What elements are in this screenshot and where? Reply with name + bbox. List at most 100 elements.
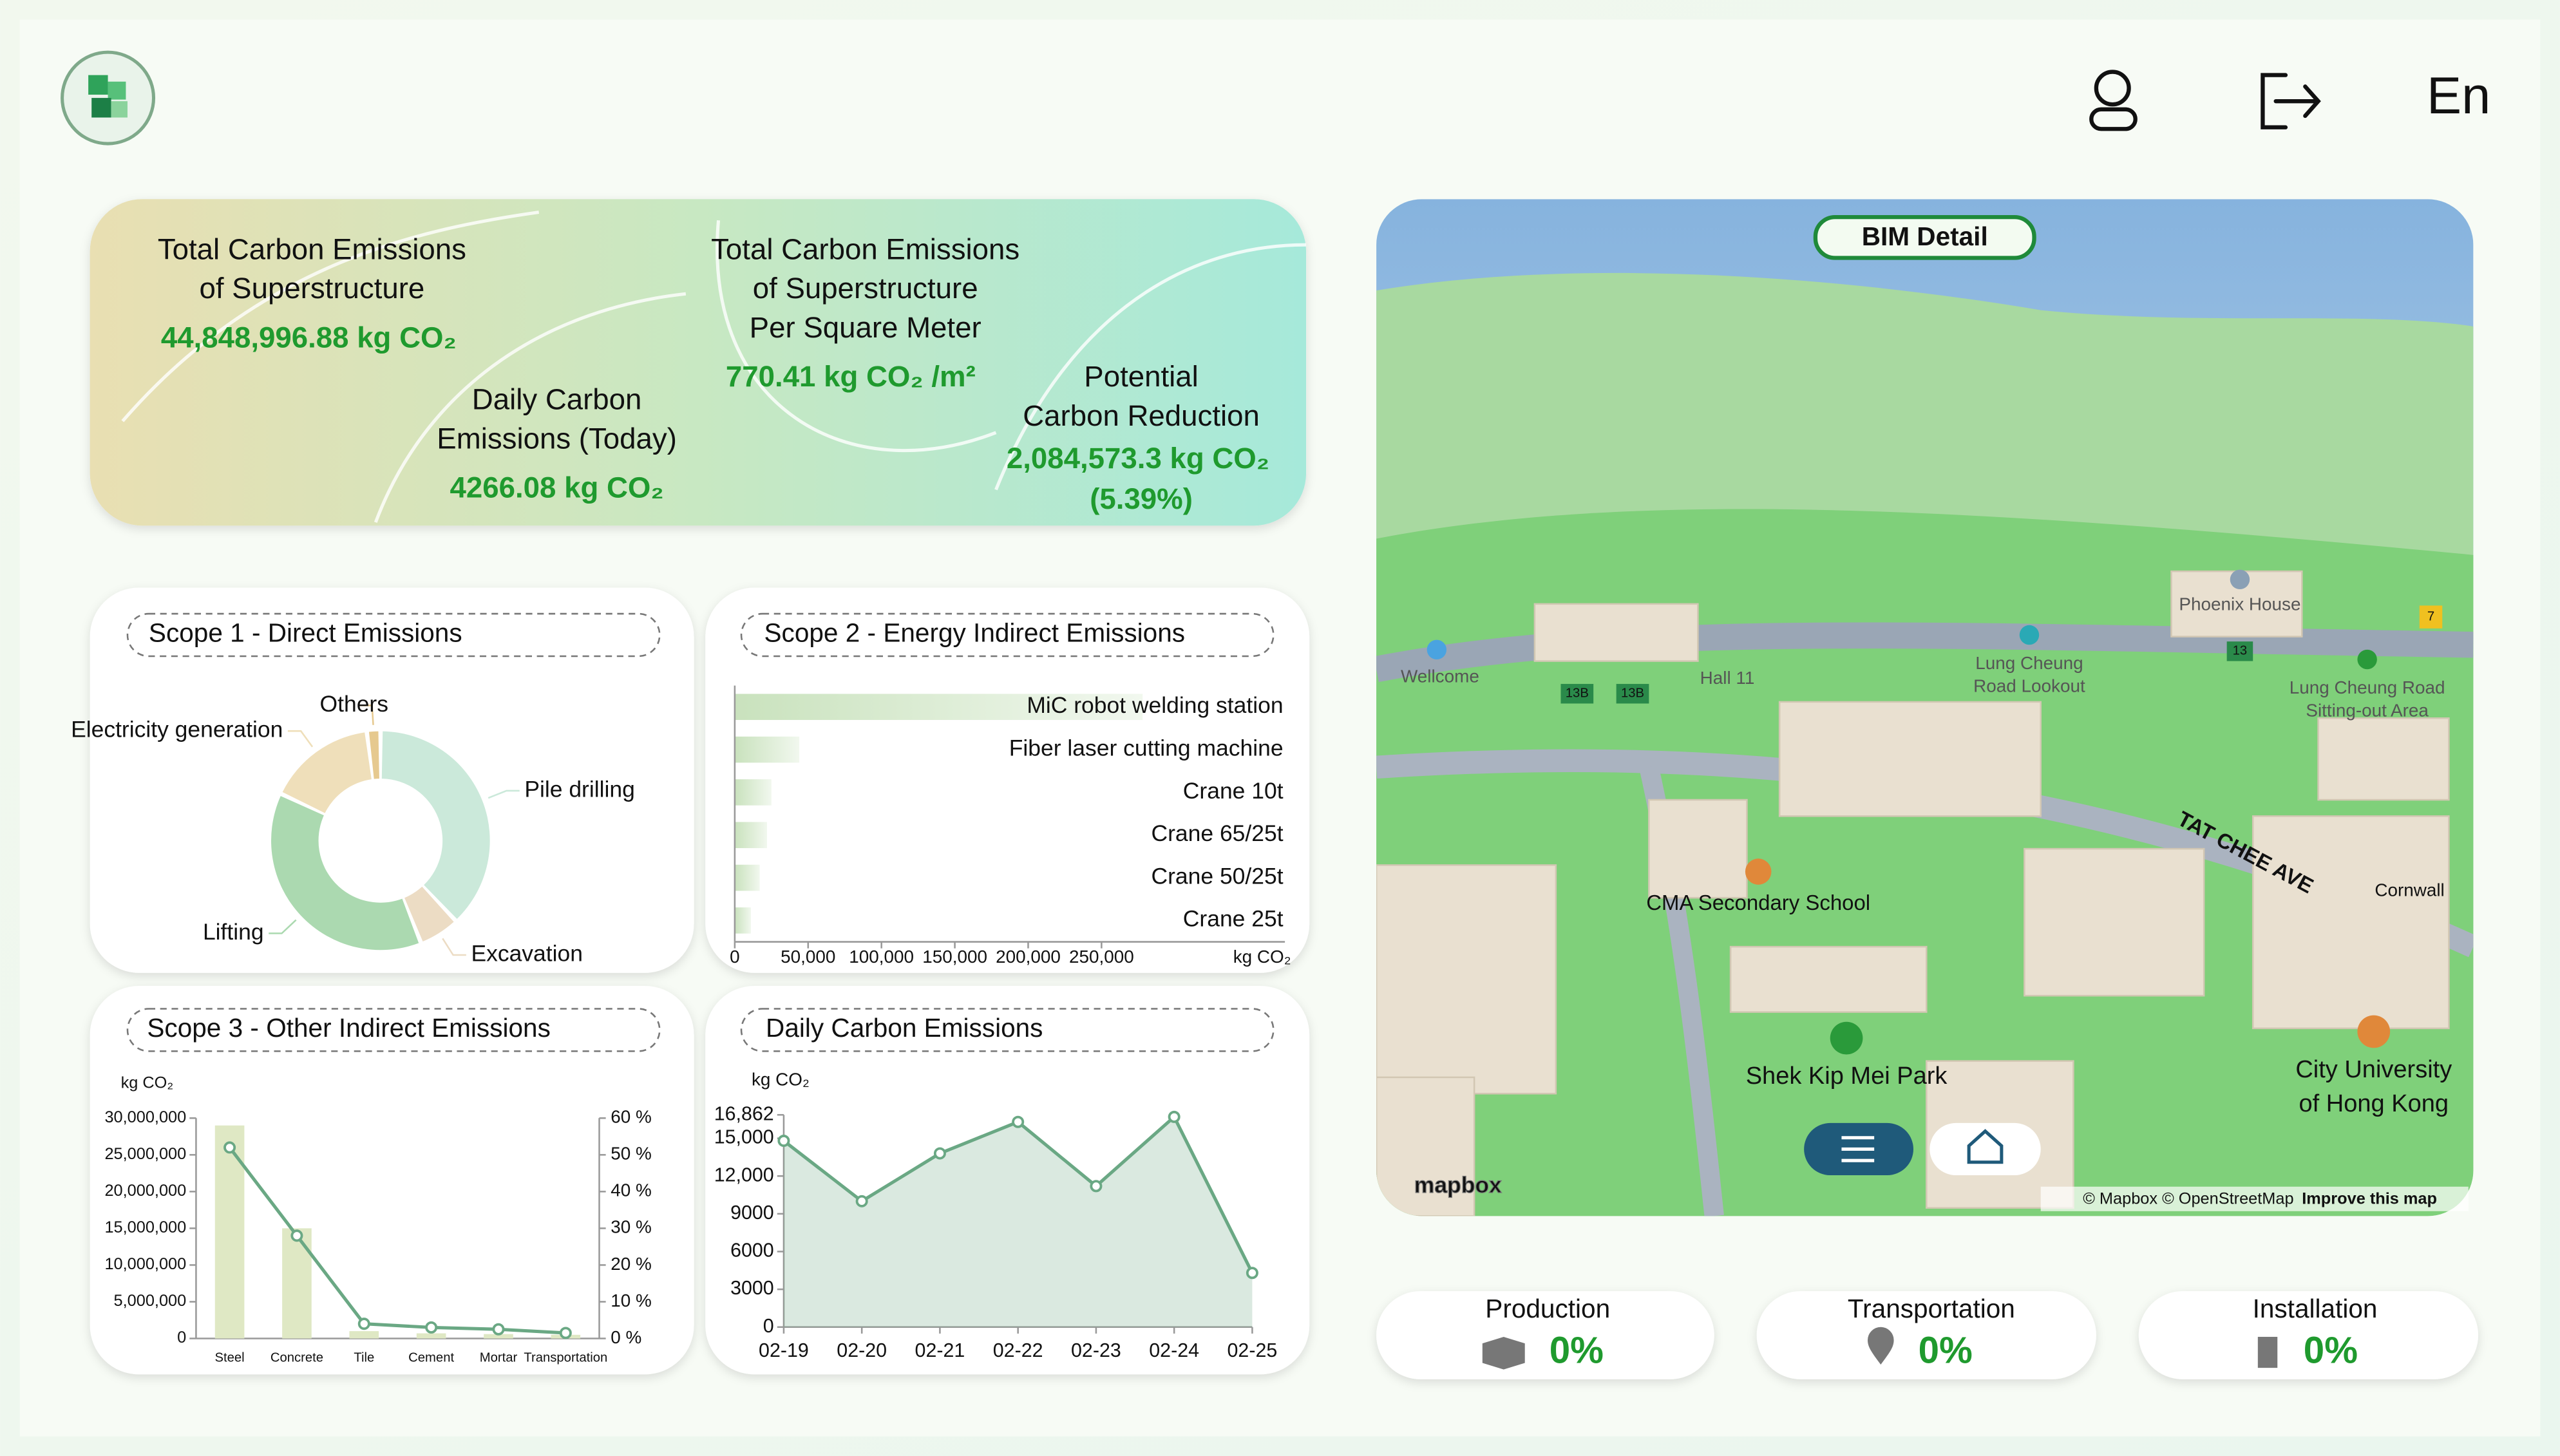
bar	[734, 779, 772, 806]
leader-line	[442, 938, 466, 956]
point	[855, 1195, 868, 1207]
bar	[734, 736, 800, 763]
slice-label: Pile drilling	[524, 776, 635, 802]
x-tick-label: 0	[730, 947, 740, 967]
map-pins	[1427, 569, 2391, 1055]
slice-label: Others	[320, 691, 388, 717]
x-tick-label: 02-20	[837, 1339, 887, 1361]
bar-label: Fiber laser cutting machine	[1009, 735, 1284, 761]
kpi-label: Potential	[1084, 360, 1199, 393]
logout-icon[interactable]	[2261, 73, 2321, 129]
map-label: Hall 11	[1700, 668, 1755, 688]
point	[223, 1141, 236, 1154]
map-label: of Hong Kong	[2299, 1090, 2449, 1117]
point	[492, 1323, 505, 1336]
y-tick-label: 9000	[730, 1202, 774, 1224]
bim-detail-button[interactable]	[1813, 214, 2036, 260]
chart-title: Scope 3 - Other Indirect Emissions	[147, 1013, 550, 1043]
x-axis-label: kg CO₂	[1233, 947, 1291, 967]
y-tick-label: 10,000,000	[104, 1255, 186, 1273]
y-axis-label: kg CO₂	[752, 1069, 810, 1089]
home-icon	[1967, 1129, 2004, 1164]
leader-line	[488, 789, 520, 799]
kpi-value: 770.41 kg CO₂ /m²	[726, 360, 976, 393]
chart: MiC robot welding station Fiber laser cut…	[730, 685, 1291, 967]
pie-slice	[381, 731, 490, 919]
bar	[734, 907, 751, 934]
area	[783, 1117, 1253, 1327]
slice-label: Lifting	[203, 919, 264, 945]
y-axis-label: kg CO₂	[121, 1074, 174, 1092]
leader-line	[359, 704, 374, 725]
pie-slice	[271, 796, 419, 950]
kpi-value: 2,084,573.3 kg CO₂	[1007, 442, 1269, 475]
status-cards	[1376, 1291, 2479, 1379]
bim-detail-label: BIM Detail	[1862, 222, 1988, 251]
y-tick-label: 12,000	[714, 1164, 774, 1186]
kpi-label: Total Carbon Emissions	[711, 232, 1019, 265]
map-attribution[interactable]: © Mapbox © OpenStreetMap	[2083, 1190, 2293, 1208]
bar	[416, 1333, 446, 1339]
map-label: Cornwall	[2375, 880, 2444, 900]
y-tick-label: 0	[177, 1328, 186, 1347]
y-tick-label: 30,000,000	[104, 1108, 186, 1126]
chart: 0 5,000,000 10,000,000 15,000,000 20,000,000…	[104, 1074, 651, 1365]
attribution-bg	[2040, 1186, 2469, 1211]
y-tick-label: 3000	[730, 1277, 774, 1299]
x-tick-label: 100,000	[849, 947, 914, 967]
bar	[734, 864, 760, 891]
status-value: 0%	[2304, 1330, 2358, 1372]
chart-title: Scope 1 - Direct Emissions	[149, 618, 462, 648]
point	[1246, 1267, 1258, 1280]
kpi-value: 44,848,996.88 kg CO₂	[161, 321, 457, 354]
road-shield-label: 13	[2233, 644, 2248, 658]
map-improve[interactable]: Improve this map	[2302, 1190, 2437, 1208]
status-label: Production	[1485, 1294, 1610, 1323]
kpi-label: Daily Carbon	[472, 383, 642, 416]
leader-line	[269, 919, 297, 934]
map[interactable]	[1376, 199, 2474, 1216]
status-label: Installation	[2253, 1294, 2378, 1323]
y-tick-label: 25,000,000	[104, 1145, 186, 1163]
x-tick-label: 150,000	[922, 947, 987, 967]
bar	[484, 1334, 513, 1339]
bar	[282, 1228, 312, 1339]
map-label: City University	[2295, 1056, 2452, 1083]
kpi-label: Carbon Reduction	[1023, 399, 1260, 432]
y-tick-label: 15,000,000	[104, 1218, 186, 1236]
x-tick-label: 02-24	[1149, 1339, 1199, 1361]
kpi-value: 4266.08 kg CO₂	[450, 471, 664, 504]
y2-tick-label: 30 %	[611, 1217, 652, 1237]
bar-label: Crane 25t	[1183, 906, 1284, 932]
bar-label: Crane 65/25t	[1151, 820, 1283, 846]
y2-tick-label: 0 %	[611, 1327, 641, 1347]
y-tick-label: 5,000,000	[114, 1292, 187, 1310]
x-tick-label: Concrete	[270, 1350, 323, 1365]
y2-tick-label: 60 %	[611, 1107, 652, 1127]
point	[1012, 1115, 1025, 1128]
transport-icon	[1868, 1327, 1894, 1365]
x-tick-label: 02-22	[993, 1339, 1043, 1361]
home-button[interactable]	[1929, 1122, 2041, 1176]
language-toggle[interactable]: En	[2427, 67, 2490, 125]
x-tick-label: 200,000	[996, 947, 1061, 967]
slice-label: Excavation	[471, 940, 583, 966]
logo[interactable]	[61, 50, 156, 146]
kpi-label: Emissions (Today)	[437, 422, 677, 455]
point	[1090, 1180, 1103, 1193]
chart: Pile drilling Excavation Lifting Electricit…	[71, 691, 635, 967]
kpi-banner	[90, 199, 1307, 526]
slice-label: Electricity generation	[71, 717, 283, 742]
map-label: CMA Secondary School	[1646, 891, 1870, 914]
status-value: 0%	[1550, 1330, 1604, 1372]
kpi-label: of Superstructure	[753, 272, 978, 305]
x-tick-label: Transportation	[524, 1350, 607, 1365]
y2-tick-label: 50 %	[611, 1144, 652, 1164]
user-icon[interactable]	[2089, 70, 2138, 131]
status-value: 0%	[1919, 1330, 1973, 1372]
point	[559, 1327, 572, 1339]
y-tick-label: 20,000,000	[104, 1182, 186, 1200]
x-tick-label: Tile	[354, 1350, 374, 1365]
